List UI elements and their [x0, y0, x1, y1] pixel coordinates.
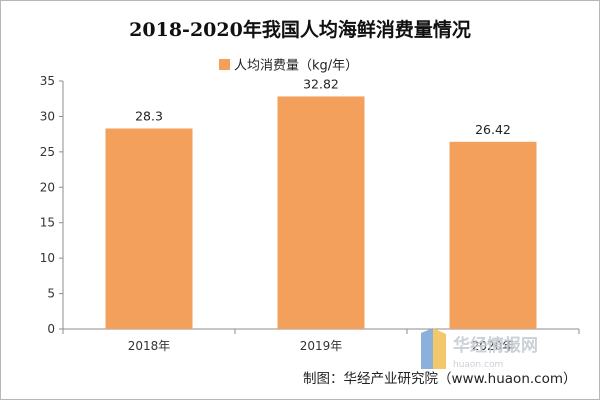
y-tick-label: 20	[40, 180, 55, 194]
legend: 人均消费量（kg/年）	[219, 59, 358, 74]
x-tick-label: 2019年	[300, 339, 343, 353]
source-credit: 制图：华经产业研究院（www.huaon.com）	[303, 371, 577, 387]
y-tick-label: 35	[40, 74, 55, 88]
y-tick-label: 10	[40, 251, 55, 265]
watermark: 华经情报网 huaon.com	[421, 328, 538, 370]
watermark-logo-icon	[421, 328, 446, 369]
bar	[105, 128, 193, 329]
watermark-text: 华经情报网	[453, 335, 538, 356]
x-tick-label: 2018年	[128, 339, 171, 353]
bar	[277, 96, 365, 329]
watermark-url: huaon.com	[453, 360, 503, 370]
y-tick-label: 25	[40, 145, 55, 159]
bar	[449, 141, 537, 329]
legend-label: 人均消费量（kg/年）	[234, 59, 358, 74]
chart-title: 2018-2020年我国人均海鲜消费量情况	[129, 18, 471, 41]
y-tick-label: 5	[47, 287, 55, 301]
x-tick-label: 2020年	[472, 339, 515, 353]
data-labels: 28.3 32.82 26.42	[135, 76, 511, 136]
bar-value-label: 26.42	[475, 122, 511, 137]
legend-swatch	[219, 59, 230, 70]
y-tick-label: 15	[40, 216, 55, 230]
bars	[105, 96, 537, 329]
bar-value-label: 32.82	[303, 76, 339, 91]
y-tick-label: 30	[40, 109, 55, 123]
y-tick-label: 0	[47, 322, 55, 336]
bar-value-label: 28.3	[135, 108, 163, 123]
